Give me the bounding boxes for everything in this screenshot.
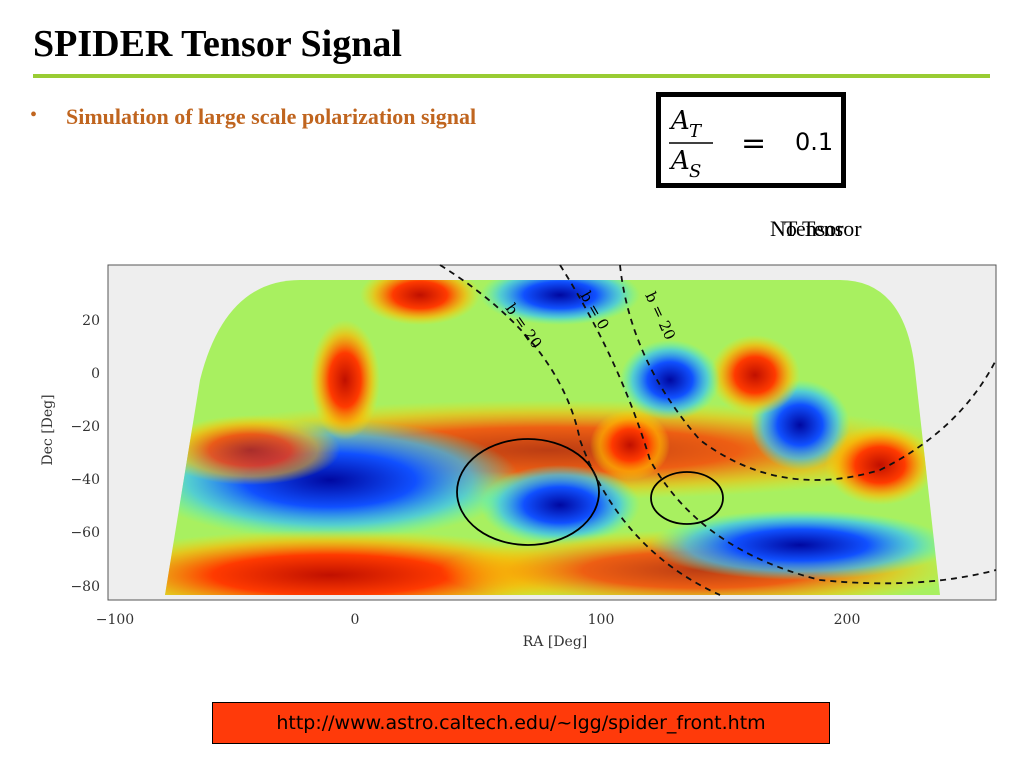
slide-title: SPIDER Tensor Signal — [33, 23, 402, 65]
label-tensor: Tensor — [784, 216, 844, 241]
y-tick-label: −60 — [70, 525, 100, 541]
x-ticks: −100 0 100 200 — [96, 612, 861, 628]
galactic-lines — [439, 264, 997, 596]
sky-map: b = 20 b = 0 b = 20 20 0 −20 −40 −60 −80… — [40, 264, 997, 650]
bullet-marker: • — [30, 104, 38, 126]
x-tick-label: −100 — [96, 612, 134, 628]
link[interactable]: http://www.astro.caltech.edu/~lgg/spider… — [276, 712, 766, 734]
x-tick-label: 0 — [351, 612, 360, 628]
x-tick-label: 100 — [588, 612, 615, 628]
title-rule — [33, 74, 990, 78]
equation: A T A S = 0.1 — [669, 106, 833, 182]
label-no-tensor: No Tensor — [770, 216, 862, 241]
y-tick-label: −20 — [70, 419, 100, 435]
y-tick-label: 20 — [82, 313, 100, 329]
y-tick-label: 0 — [91, 366, 100, 382]
y-tick-label: −40 — [70, 472, 100, 488]
equation-box: A T A S = 0.1 — [656, 92, 846, 188]
y-ticks: 20 0 −20 −40 −60 −80 — [70, 313, 100, 595]
eq-num: A — [669, 106, 690, 136]
bullet-text: Simulation of large scale polarization s… — [66, 104, 477, 129]
eq-value: 0.1 — [795, 128, 833, 156]
x-tick-label: 200 — [834, 612, 861, 628]
y-tick-label: −80 — [70, 579, 100, 595]
eq-num-sub: T — [689, 121, 703, 142]
eq-rel: = — [741, 126, 766, 161]
y-axis-label: Dec [Deg] — [40, 394, 56, 465]
link-box: http://www.astro.caltech.edu/~lgg/spider… — [212, 702, 830, 744]
eq-den: A — [669, 146, 690, 176]
eq-den-sub: S — [689, 161, 701, 182]
x-axis-label: RA [Deg] — [523, 634, 588, 650]
contours — [456, 438, 724, 546]
